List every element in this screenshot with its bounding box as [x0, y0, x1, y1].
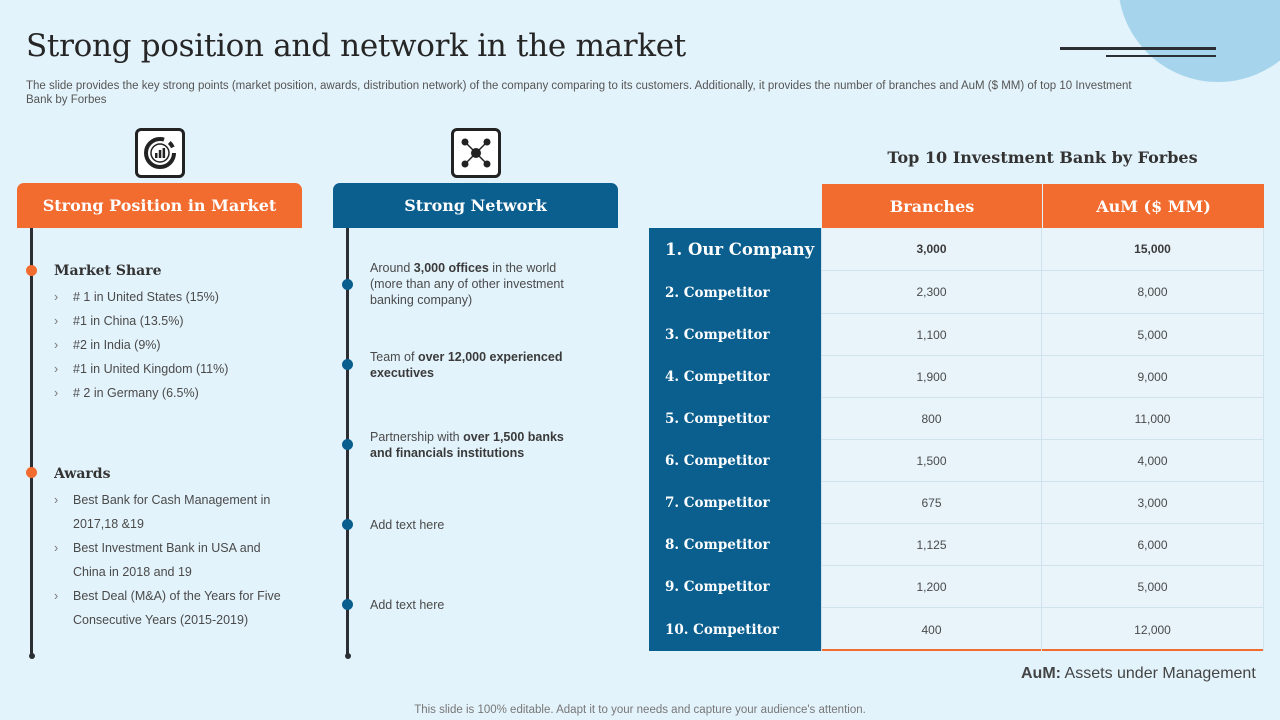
table-title: Top 10 Investment Bank by Forbes [887, 148, 1198, 167]
list-item: #2 in India (9%) [54, 333, 294, 357]
list-item: Best Deal (M&A) of the Years for Five Co… [54, 584, 294, 632]
page-subtitle: The slide provides the key strong points… [26, 80, 1132, 106]
list-item: # 2 in Germany (6.5%) [54, 381, 294, 405]
cell-branches: 1,900 [821, 356, 1042, 398]
row-label: 6. Competitor [649, 440, 821, 482]
decorative-line [1060, 47, 1216, 50]
table-row: 5. Competitor 800 11,000 [649, 398, 1264, 440]
cell-branches: 1,100 [821, 314, 1042, 356]
row-label: 8. Competitor [649, 524, 821, 566]
chart-gauge-icon [135, 128, 185, 178]
table-row: 6. Competitor 1,500 4,000 [649, 440, 1264, 482]
timeline-dot [26, 265, 37, 276]
row-label: 2. Competitor [649, 271, 821, 314]
market-share-list: # 1 in United States (15%) #1 in China (… [54, 285, 294, 405]
network-item: Add text here [370, 598, 445, 612]
cell-aum: 15,000 [1042, 228, 1264, 271]
cell-aum: 6,000 [1042, 524, 1264, 566]
network-header: Strong Network [333, 183, 618, 228]
cell-aum: 4,000 [1042, 440, 1264, 482]
network-item: Add text here [370, 518, 445, 532]
network-item: Around 3,000 offices in the world (more … [370, 261, 564, 307]
cell-branches: 400 [821, 608, 1042, 651]
slide-footer: This slide is 100% editable. Adapt it to… [414, 704, 866, 716]
timeline-end [345, 653, 351, 659]
cell-branches: 675 [821, 482, 1042, 524]
aum-footnote: AuM: Assets under Management [1021, 665, 1256, 682]
cell-aum: 9,000 [1042, 356, 1264, 398]
table-row: 2. Competitor 2,300 8,000 [649, 271, 1264, 314]
timeline-dot [342, 439, 353, 450]
column-header-branches: Branches [822, 184, 1042, 228]
list-item: # 1 in United States (15%) [54, 285, 294, 309]
table-row: 7. Competitor 675 3,000 [649, 482, 1264, 524]
decorative-circle [1118, 0, 1280, 82]
timeline-dot [342, 279, 353, 290]
table-row: 4. Competitor 1,900 9,000 [649, 356, 1264, 398]
cell-branches: 1,500 [821, 440, 1042, 482]
cell-branches: 800 [821, 398, 1042, 440]
list-item: #1 in China (13.5%) [54, 309, 294, 333]
decorative-line [1106, 55, 1216, 57]
column-header-aum: AuM ($ MM) [1043, 184, 1264, 228]
row-label: 7. Competitor [649, 482, 821, 524]
cell-branches: 1,200 [821, 566, 1042, 608]
row-label: 5. Competitor [649, 398, 821, 440]
cell-aum: 5,000 [1042, 566, 1264, 608]
table-row: 9. Competitor 1,200 5,000 [649, 566, 1264, 608]
cell-aum: 11,000 [1042, 398, 1264, 440]
row-label: 4. Competitor [649, 356, 821, 398]
table-row: 8. Competitor 1,125 6,000 [649, 524, 1264, 566]
cell-aum: 5,000 [1042, 314, 1264, 356]
market-share-heading: Market Share [54, 263, 162, 279]
cell-aum: 8,000 [1042, 271, 1264, 314]
position-header: Strong Position in Market [17, 183, 302, 228]
timeline-dot [26, 467, 37, 478]
list-item: Best Investment Bank in USA and China in… [54, 536, 294, 584]
table-row: 1. Our Company 3,000 15,000 [649, 228, 1264, 271]
cell-aum: 3,000 [1042, 482, 1264, 524]
table-row: 10. Competitor 400 12,000 [649, 608, 1264, 651]
row-label: 3. Competitor [649, 314, 821, 356]
page-title: Strong position and network in the marke… [26, 28, 686, 64]
cell-branches: 2,300 [821, 271, 1042, 314]
row-label: 10. Competitor [649, 608, 821, 651]
timeline-dot [342, 599, 353, 610]
awards-heading: Awards [54, 466, 111, 482]
list-item: Best Bank for Cash Management in 2017,18… [54, 488, 294, 536]
row-label: 1. Our Company [649, 228, 821, 271]
row-label: 9. Competitor [649, 566, 821, 608]
awards-list: Best Bank for Cash Management in 2017,18… [54, 488, 294, 632]
list-item: #1 in United Kingdom (11%) [54, 357, 294, 381]
timeline-line [30, 228, 33, 656]
cell-branches: 3,000 [821, 228, 1042, 271]
timeline-dot [342, 519, 353, 530]
cell-aum: 12,000 [1042, 608, 1264, 651]
table-row: 3. Competitor 1,100 5,000 [649, 314, 1264, 356]
timeline-dot [342, 359, 353, 370]
timeline-end [29, 653, 35, 659]
network-item: Team of over 12,000 experienced executiv… [370, 350, 563, 380]
network-item: Partnership with over 1,500 banks and fi… [370, 430, 564, 460]
cell-branches: 1,125 [821, 524, 1042, 566]
network-icon [451, 128, 501, 178]
